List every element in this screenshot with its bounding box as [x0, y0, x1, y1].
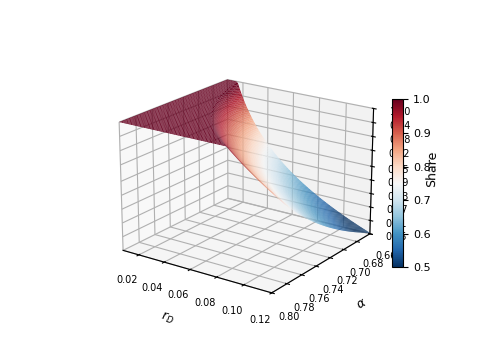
Y-axis label: $\alpha$: $\alpha$	[354, 296, 369, 312]
X-axis label: $r_D$: $r_D$	[159, 310, 176, 327]
